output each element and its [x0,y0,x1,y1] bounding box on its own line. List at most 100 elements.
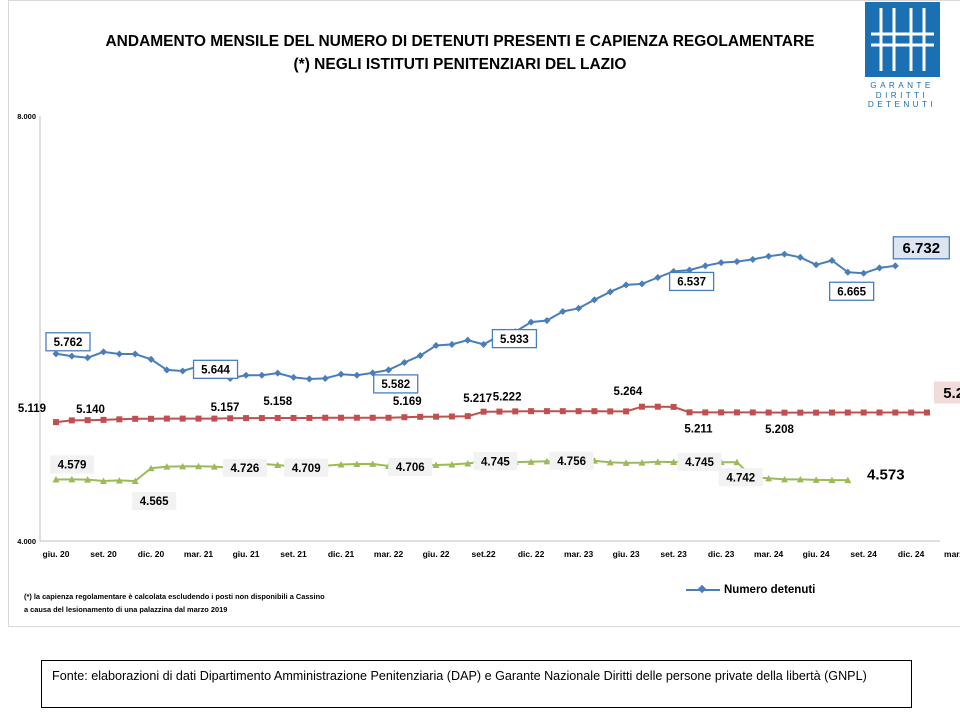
footnote-line-1: (*) la capienza regolamentare è calcolat… [24,592,325,601]
data-point [52,475,60,483]
data-point [765,474,773,482]
data-point [480,340,488,348]
data-point [242,371,250,379]
logo-mark-icon [871,8,934,71]
chart-axes: 8.000 4.000 giu. 20 set. 20 dic. 20 mar. 21 gi… [17,112,960,559]
data-point [115,350,123,358]
x-tick-label: set. 20 [90,549,117,559]
chart-title: ANDAMENTO MENSILE DEL NUMERO DI DETENUTI… [40,30,880,76]
data-label-text: 6.665 [837,286,866,298]
data-label-box [549,451,594,470]
logo-text-line-3: DETENUTI [867,100,937,109]
data-point [84,476,92,483]
data-point [338,414,345,421]
chart-annotations: 5.762 5.644 5.582 5.933 6.537 6.665 6.732 5.119… [18,236,960,510]
line-chart: 8.000 4.000 giu. 20 set. 20 dic. 20 mar. 21 gi… [17,112,960,559]
data-label-text: 5.157 [211,402,240,414]
data-label: 5.211 [684,423,713,435]
data-label: 5.644 [192,359,239,379]
data-point [654,273,662,282]
data-point [512,408,519,415]
y-tick-label: 8.000 [17,112,36,121]
data-point [701,262,709,270]
series-line-2 [55,405,927,424]
data-point [210,463,218,470]
garante-logo: GARANTE DIRITTI DETENUTI [862,2,942,112]
data-label-text: 6.537 [677,277,706,289]
data-point [258,371,266,379]
data-label: 4.565 [132,491,177,510]
data-point [353,460,361,467]
data-label: 5.933 [491,328,538,349]
chart-title-line-2: (*) NEGLI ISTITUTI PENITENZIARI DEL LAZI… [293,56,627,73]
data-point [733,258,741,266]
data-label-text: 5.158 [263,396,292,408]
data-label-text: 4.726 [230,463,259,475]
data-label: 5.222 [493,391,522,403]
x-tick-label: mar. 24 [754,549,784,559]
data-point [891,262,899,270]
x-tick-label: set. 21 [280,549,307,559]
data-point [654,458,662,465]
data-point [480,408,487,415]
data-label-box [677,452,722,471]
data-label-text: 5.582 [381,379,410,391]
data-point [100,477,108,484]
data-label: 5.119 [18,403,46,415]
data-label-box [892,236,950,260]
data-point [749,409,756,416]
data-point [591,408,598,415]
data-point [828,256,836,265]
x-tick-label: mar. 22 [374,549,404,559]
data-label: 6.732 [892,236,950,260]
data-point [448,461,456,468]
data-point [638,280,646,288]
data-point [131,477,139,484]
data-label-text: 5.217 [463,393,492,405]
data-point [828,409,835,416]
data-point [163,366,171,374]
data-label: 5.157 [211,402,240,414]
data-point [227,415,234,422]
data-point [749,255,757,263]
data-point [860,269,868,277]
data-label-box [829,281,875,301]
data-point [243,415,250,422]
data-point [733,458,741,466]
chart-series [52,250,930,484]
chart-footnote: (*) la capienza regolamentare è calcolat… [24,590,444,616]
data-label: 5.582 [373,374,419,394]
data-label-text: 5.209 [943,385,960,402]
data-point [179,462,187,470]
data-point [369,460,377,467]
data-point [115,476,123,484]
data-label-box [668,271,715,292]
data-point [84,354,92,362]
data-point [147,464,155,472]
data-point [543,408,550,415]
data-label-text: 4.756 [557,456,586,468]
data-point [733,409,740,416]
data-point [148,415,155,422]
footnote-line-2: a causa del lesionamento di una palazzin… [24,605,228,614]
data-point [147,355,155,363]
data-point [322,414,329,421]
data-point [132,415,139,422]
data-point [433,413,440,420]
data-label-box [857,463,914,486]
data-label: 5.209 [934,381,960,404]
data-label-text: 4.745 [481,456,510,468]
data-point [575,408,582,415]
data-point [527,458,535,465]
data-point [813,409,820,416]
data-point [385,366,393,374]
source-note: Fonte: elaborazioni di dati Dipartimento… [41,660,912,708]
data-point [448,340,456,348]
data-label-text: 5.762 [54,337,83,349]
legend-label-detenuti: Numero detenuti [724,584,816,596]
data-point [781,409,788,416]
data-label-text: 4.579 [58,460,87,472]
data-point [670,458,678,466]
x-tick-label: mar. 21 [184,549,214,559]
chart-title-line-1: ANDAMENTO MENSILE DEL NUMERO DI DETENUTI… [105,33,815,50]
